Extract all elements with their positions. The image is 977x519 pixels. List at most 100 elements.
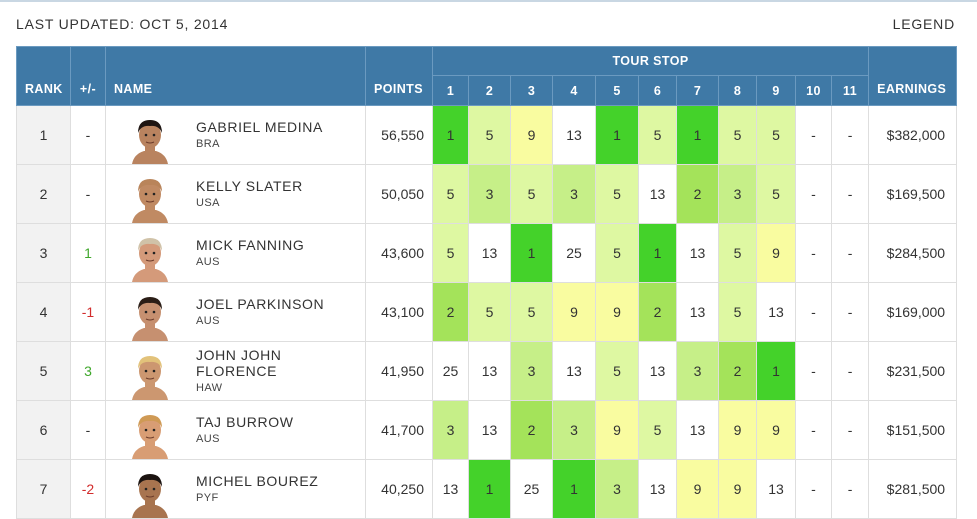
- tour-stop-result-cell: -: [795, 105, 832, 165]
- tour-stop-1-header[interactable]: 1: [432, 75, 469, 106]
- tour-stop-result-cell: 2: [718, 341, 757, 401]
- earnings-cell: $169,500: [868, 164, 958, 224]
- last-updated-text: LAST UPDATED: OCT 5, 2014: [16, 16, 229, 32]
- surfer-name-cell[interactable]: JOHN JOHN FLORENCE HAW: [105, 341, 366, 401]
- surfer-name[interactable]: MICK FANNING: [196, 237, 305, 253]
- legend-link[interactable]: LEGEND: [892, 16, 955, 32]
- tour-stop-result-cell: 13: [676, 282, 719, 342]
- tour-stop-result-cell: 9: [510, 105, 553, 165]
- tour-stop-5-header[interactable]: 5: [595, 75, 639, 106]
- earnings-cell: $169,000: [868, 282, 958, 342]
- table-row[interactable]: 5 3 JOHN JOHN FLORENCE HAW 41,950 25 13 3 13 5 13 3…: [16, 341, 958, 401]
- tour-stop-result-cell: 3: [552, 164, 596, 224]
- table-row[interactable]: 3 1 MICK FANNING AUS 43,600 5 13 1 25 5 1 13 5 9- - $28…: [16, 223, 958, 283]
- surfer-name[interactable]: JOEL PARKINSON: [196, 296, 325, 312]
- tour-stop-result-cell: -: [830, 459, 870, 519]
- rank-change-cell: 3: [70, 341, 106, 401]
- surfer-name-cell[interactable]: MICK FANNING AUS: [105, 223, 366, 283]
- table-row[interactable]: 4 -1 JOEL PARKINSON AUS 43,100 2 5 5 9 9 2 13 5 13- - $…: [16, 282, 958, 342]
- tour-stop-result-cell: -: [830, 164, 870, 224]
- tour-stop-result-cell: 5: [432, 223, 469, 283]
- tour-stop-result-cell: 5: [595, 341, 639, 401]
- tour-stop-result-cell: -: [795, 400, 832, 460]
- tour-stop-result-cell: 13: [552, 341, 596, 401]
- surfer-name-cell[interactable]: MICHEL BOUREZ PYF: [105, 459, 366, 519]
- tour-stop-result-cell: 9: [595, 400, 639, 460]
- tour-stop-result-cell: 13: [552, 105, 596, 165]
- tour-stop-4-header[interactable]: 4: [552, 75, 596, 106]
- tour-stop-9-header[interactable]: 9: [756, 75, 796, 106]
- rank-header[interactable]: RANK: [16, 46, 71, 106]
- tour-stop-result-cell: 3: [595, 459, 639, 519]
- tour-stop-result-cell: 25: [432, 341, 469, 401]
- points-cell: 41,700: [365, 400, 433, 460]
- surfer-name[interactable]: JOHN JOHN FLORENCE: [196, 347, 282, 379]
- tour-stop-result-cell: 1: [595, 105, 639, 165]
- tour-stop-result-cell: 1: [638, 223, 677, 283]
- points-cell: 56,550: [365, 105, 433, 165]
- tour-stop-result-cell: 1: [432, 105, 469, 165]
- tour-stop-result-cell: 13: [756, 459, 796, 519]
- surfer-name-cell[interactable]: TAJ BURROW AUS: [105, 400, 366, 460]
- surfer-avatar: [126, 291, 174, 341]
- table-row[interactable]: 1- GABRIEL MEDINA BRA 56,550 1 5 9 13 1 5 1 5 5- - $38…: [16, 105, 958, 165]
- tour-stop-result-cell: 1: [756, 341, 796, 401]
- tour-stop-8-header[interactable]: 8: [718, 75, 757, 106]
- tour-stop-11-header[interactable]: 11: [830, 75, 870, 106]
- tour-stop-result-cell: 9: [676, 459, 719, 519]
- tour-stop-result-cell: 5: [756, 164, 796, 224]
- surfer-country: AUS: [196, 256, 220, 268]
- points-cell: 41,950: [365, 341, 433, 401]
- table-row[interactable]: 2- KELLY SLATER USA 50,050 5 3 5 3 5 13 2 3 5- - $169,…: [16, 164, 958, 224]
- tour-stop-10-header[interactable]: 10: [795, 75, 832, 106]
- name-header[interactable]: NAME: [105, 46, 366, 106]
- tour-stop-3-header[interactable]: 3: [510, 75, 553, 106]
- tour-stop-result-cell: 25: [510, 459, 553, 519]
- surfer-name-cell[interactable]: GABRIEL MEDINA BRA: [105, 105, 366, 165]
- tour-stop-result-cell: 13: [638, 459, 677, 519]
- rank-change-cell: -: [70, 400, 106, 460]
- tour-stop-result-cell: 13: [756, 282, 796, 342]
- tour-stop-result-cell: 2: [432, 282, 469, 342]
- surfer-name-cell[interactable]: JOEL PARKINSON AUS: [105, 282, 366, 342]
- tour-stop-result-cell: 5: [718, 282, 757, 342]
- tour-stop-result-cell: 13: [638, 164, 677, 224]
- surfer-name-cell[interactable]: KELLY SLATER USA: [105, 164, 366, 224]
- change-header[interactable]: +/-: [70, 46, 106, 106]
- tour-stop-numbers-row: 1 2 3 4 5 6 7 8 9 10 11: [17, 75, 957, 106]
- tour-stop-2-header[interactable]: 2: [468, 75, 511, 106]
- surfer-name[interactable]: GABRIEL MEDINA: [196, 119, 323, 135]
- tour-stop-result-cell: 13: [468, 341, 511, 401]
- tour-stop-result-cell: 9: [595, 282, 639, 342]
- surfer-name[interactable]: TAJ BURROW: [196, 414, 294, 430]
- rank-cell: 2: [16, 164, 71, 224]
- surfer-country: HAW: [196, 382, 223, 394]
- tour-stop-result-cell: -: [795, 164, 832, 224]
- earnings-cell: $151,500: [868, 400, 958, 460]
- tour-stop-result-cell: 1: [676, 105, 719, 165]
- tour-stop-result-cell: 5: [432, 164, 469, 224]
- table-row[interactable]: 7 -2 MICHEL BOUREZ PYF 40,250 13 1 25 1 3 13 9 9 13- -…: [16, 459, 958, 519]
- rank-cell: 4: [16, 282, 71, 342]
- surfer-name[interactable]: MICHEL BOUREZ: [196, 473, 319, 489]
- surfer-name[interactable]: KELLY SLATER: [196, 178, 303, 194]
- table-row[interactable]: 6- TAJ BURROW AUS 41,700 3 13 2 3 9 5 13 9 9- - $151,5…: [16, 400, 958, 460]
- tour-stop-result-cell: 13: [638, 341, 677, 401]
- points-header[interactable]: POINTS: [365, 46, 433, 106]
- tour-stop-result-cell: -: [795, 341, 832, 401]
- tour-stop-result-cell: 5: [718, 105, 757, 165]
- tour-stop-result-cell: 5: [638, 105, 677, 165]
- earnings-header[interactable]: EARNINGS: [868, 46, 958, 106]
- tour-stop-result-cell: 1: [510, 223, 553, 283]
- tour-stop-result-cell: 9: [552, 282, 596, 342]
- tour-stop-result-cell: 5: [638, 400, 677, 460]
- surfer-country: AUS: [196, 315, 220, 327]
- tour-stop-result-cell: 5: [468, 282, 511, 342]
- rank-cell: 1: [16, 105, 71, 165]
- rank-change-cell: -2: [70, 459, 106, 519]
- earnings-cell: $284,500: [868, 223, 958, 283]
- tour-stop-7-header[interactable]: 7: [676, 75, 719, 106]
- tour-stop-6-header[interactable]: 6: [638, 75, 677, 106]
- points-cell: 43,100: [365, 282, 433, 342]
- tour-stop-result-cell: 25: [552, 223, 596, 283]
